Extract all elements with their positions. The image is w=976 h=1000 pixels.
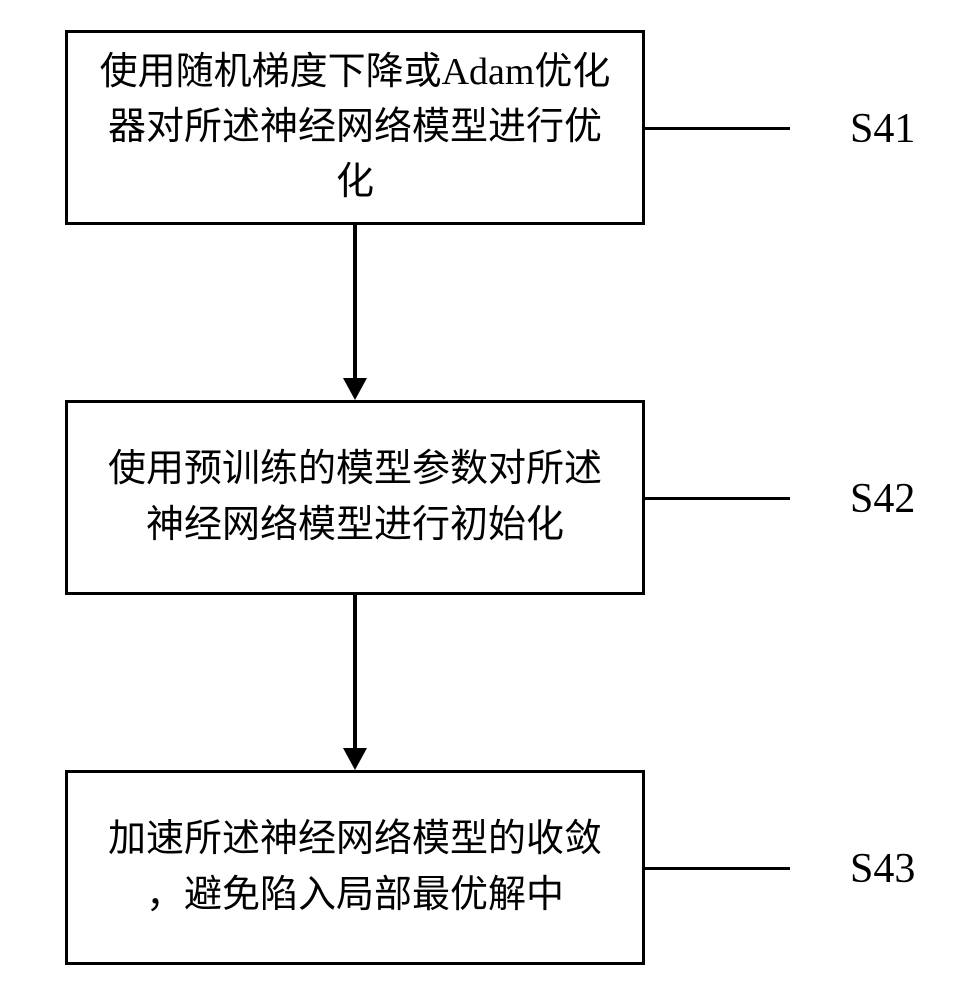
step-label-s42: S42 [850, 475, 915, 523]
step-text-s41: 使用随机梯度下降或Adam优化 器对所述神经网络模型进行优 化 [100, 45, 611, 210]
leader-s41 [645, 127, 790, 130]
step-label-s41: S41 [850, 105, 915, 153]
leader-s43 [645, 867, 790, 870]
connector-s42-s43 [353, 595, 357, 748]
step-label-s43: S43 [850, 845, 915, 893]
step-box-s42: 使用预训练的模型参数对所述 神经网络模型进行初始化 [65, 400, 645, 595]
leader-s42 [645, 497, 790, 500]
step-text-s43: 加速所述神经网络模型的收敛 ，避免陷入局部最优解中 [108, 812, 602, 922]
connector-s41-s42 [353, 225, 357, 378]
step-box-s41: 使用随机梯度下降或Adam优化 器对所述神经网络模型进行优 化 [65, 30, 645, 225]
step-text-s42: 使用预训练的模型参数对所述 神经网络模型进行初始化 [108, 442, 602, 552]
flowchart-canvas: 使用随机梯度下降或Adam优化 器对所述神经网络模型进行优 化 S41 使用预训… [0, 0, 976, 1000]
step-box-s43: 加速所述神经网络模型的收敛 ，避免陷入局部最优解中 [65, 770, 645, 965]
arrow-s42-s43 [343, 748, 367, 770]
arrow-s41-s42 [343, 378, 367, 400]
